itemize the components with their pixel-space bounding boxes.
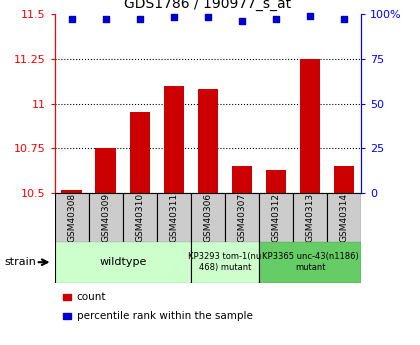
Point [136, 17, 143, 22]
Text: GSM40313: GSM40313 [306, 193, 315, 242]
Text: GSM40314: GSM40314 [340, 193, 349, 242]
Text: KP3293 tom-1(nu
468) mutant: KP3293 tom-1(nu 468) mutant [188, 253, 262, 272]
Bar [259, 241, 361, 283]
Bar [266, 170, 286, 193]
Bar [191, 241, 259, 283]
Point [273, 17, 279, 22]
Bar [300, 59, 320, 193]
Point [239, 18, 245, 24]
Bar [198, 89, 218, 193]
Title: GDS1786 / 190977_s_at: GDS1786 / 190977_s_at [124, 0, 291, 11]
Bar [123, 193, 157, 242]
Point [102, 17, 109, 22]
Text: percentile rank within the sample: percentile rank within the sample [77, 311, 253, 321]
Point [68, 17, 75, 22]
Point [205, 14, 211, 20]
Point [341, 17, 347, 22]
Bar [129, 112, 150, 193]
Text: wildtype: wildtype [99, 257, 147, 267]
Bar [89, 193, 123, 242]
Bar [191, 193, 225, 242]
Point [171, 14, 177, 20]
Bar [55, 241, 191, 283]
Bar [293, 193, 327, 242]
Text: GSM40310: GSM40310 [135, 193, 144, 242]
Text: GSM40312: GSM40312 [272, 193, 281, 242]
Text: strain: strain [4, 257, 36, 267]
Bar [157, 193, 191, 242]
Text: GSM40306: GSM40306 [203, 193, 213, 242]
Text: count: count [77, 292, 106, 302]
Text: GSM40309: GSM40309 [101, 193, 110, 242]
Text: KP3365 unc-43(n1186)
mutant: KP3365 unc-43(n1186) mutant [262, 253, 359, 272]
Bar [55, 193, 89, 242]
Bar [327, 193, 361, 242]
Text: GSM40311: GSM40311 [169, 193, 178, 242]
Bar [95, 148, 116, 193]
Bar [334, 166, 354, 193]
Bar [61, 190, 82, 193]
Bar [225, 193, 259, 242]
Bar [232, 166, 252, 193]
Point [307, 14, 313, 19]
Text: GSM40307: GSM40307 [237, 193, 247, 242]
Bar [259, 193, 293, 242]
Text: GSM40308: GSM40308 [67, 193, 76, 242]
Bar [164, 86, 184, 193]
